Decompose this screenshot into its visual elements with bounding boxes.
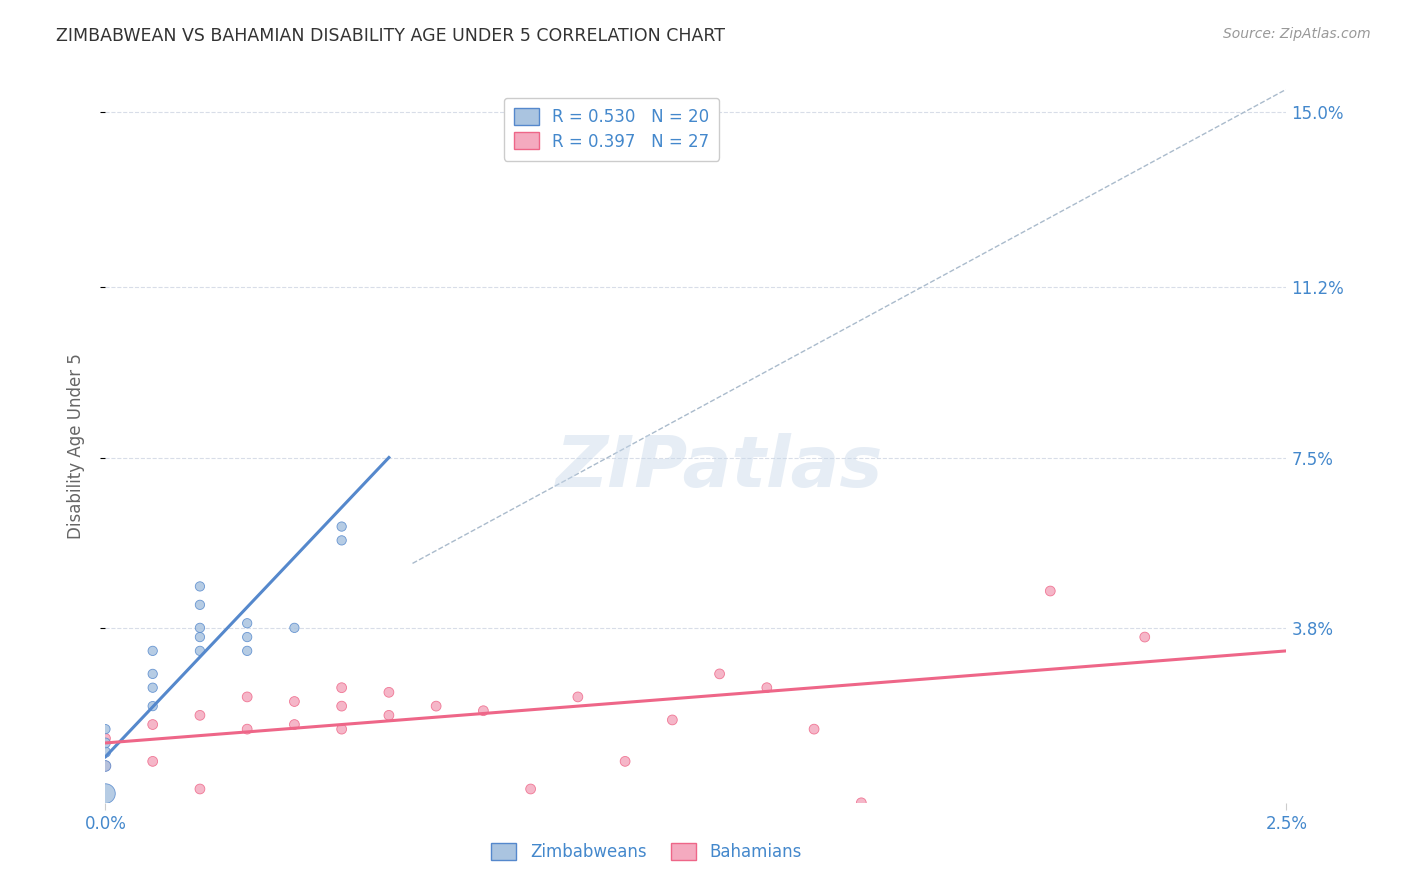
Point — [283, 717, 305, 731]
Point — [236, 644, 259, 658]
Point — [188, 630, 211, 644]
Point — [330, 699, 353, 714]
Point — [188, 708, 211, 723]
Point — [94, 759, 117, 773]
Point — [94, 787, 117, 801]
Point — [378, 685, 401, 699]
Point — [236, 616, 259, 631]
Point — [330, 533, 353, 548]
Point — [1039, 584, 1062, 599]
Point — [425, 699, 447, 714]
Point — [755, 681, 778, 695]
Point — [188, 579, 211, 593]
Point — [283, 694, 305, 708]
Point — [614, 755, 637, 769]
Point — [803, 722, 825, 736]
Point — [472, 704, 495, 718]
Point — [519, 782, 541, 797]
Point — [661, 713, 683, 727]
Legend: Zimbabweans, Bahamians: Zimbabweans, Bahamians — [485, 836, 808, 868]
Text: ZIMBABWEAN VS BAHAMIAN DISABILITY AGE UNDER 5 CORRELATION CHART: ZIMBABWEAN VS BAHAMIAN DISABILITY AGE UN… — [56, 27, 725, 45]
Point — [94, 731, 117, 746]
Point — [94, 759, 117, 773]
Text: Source: ZipAtlas.com: Source: ZipAtlas.com — [1223, 27, 1371, 41]
Point — [142, 666, 165, 681]
Point — [188, 598, 211, 612]
Point — [94, 736, 117, 750]
Point — [142, 699, 165, 714]
Text: ZIPatlas: ZIPatlas — [555, 433, 883, 502]
Point — [188, 621, 211, 635]
Point — [94, 745, 117, 759]
Point — [1133, 630, 1156, 644]
Point — [142, 681, 165, 695]
Point — [236, 630, 259, 644]
Legend: R = 0.530   N = 20, R = 0.397   N = 27: R = 0.530 N = 20, R = 0.397 N = 27 — [503, 97, 718, 161]
Point — [851, 796, 873, 810]
Point — [567, 690, 589, 704]
Point — [236, 690, 259, 704]
Point — [236, 722, 259, 736]
Point — [142, 755, 165, 769]
Point — [709, 666, 731, 681]
Point — [330, 519, 353, 533]
Point — [142, 644, 165, 658]
Point — [283, 621, 305, 635]
Point — [94, 722, 117, 736]
Point — [188, 644, 211, 658]
Y-axis label: Disability Age Under 5: Disability Age Under 5 — [66, 353, 84, 539]
Point — [188, 782, 211, 797]
Point — [330, 722, 353, 736]
Point — [142, 717, 165, 731]
Point — [330, 681, 353, 695]
Point — [378, 708, 401, 723]
